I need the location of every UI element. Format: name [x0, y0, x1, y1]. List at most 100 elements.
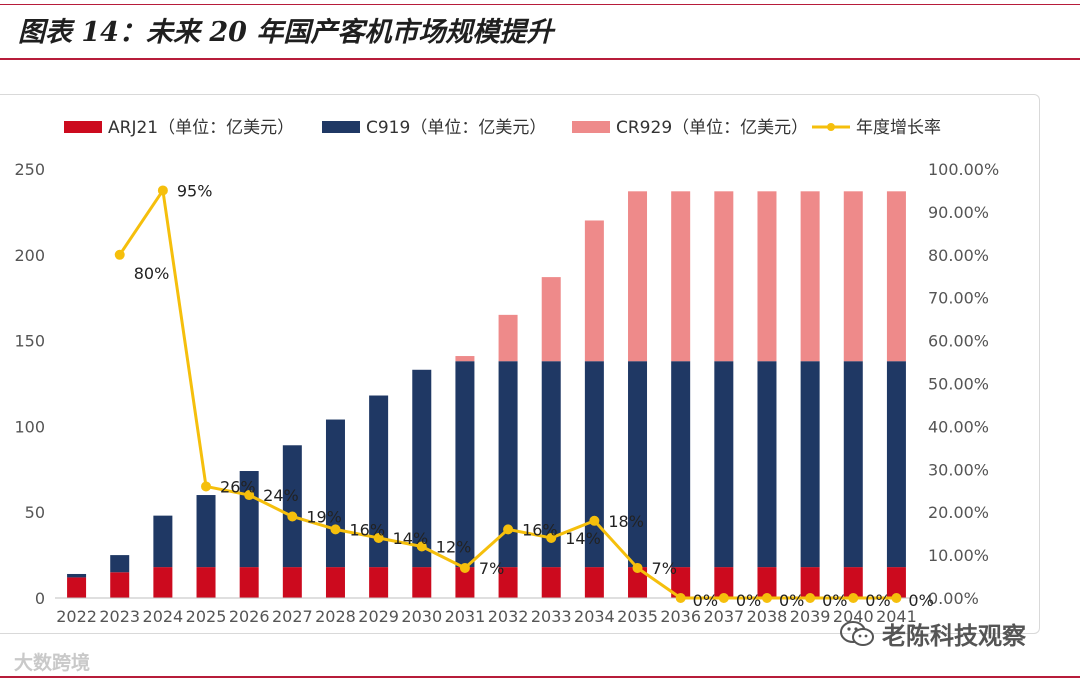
y-right-tick-label: 100.00% [928, 160, 999, 179]
bar-c919 [757, 361, 777, 568]
growth-point [244, 490, 255, 501]
bar-c919 [369, 395, 389, 568]
bar-c919 [67, 573, 87, 578]
y-left-tick-label: 0 [35, 589, 45, 608]
bar-arj21 [886, 567, 906, 598]
growth-data-label: 95% [177, 181, 213, 200]
bar-cr929 [714, 191, 734, 362]
growth-point [287, 511, 298, 522]
bar-cr929 [800, 191, 820, 362]
bar-arj21 [800, 567, 820, 598]
bar-cr929 [757, 191, 777, 362]
x-tick-label: 2030 [401, 607, 442, 626]
growth-data-label: 14% [565, 529, 601, 548]
growth-point [675, 593, 686, 603]
legend-swatch-0 [64, 121, 102, 133]
bar-arj21 [412, 567, 432, 598]
growth-data-label: 7% [479, 559, 504, 578]
bar-cr929 [628, 191, 648, 362]
bar-arj21 [757, 567, 777, 598]
bar-cr929 [584, 220, 604, 362]
growth-point [718, 593, 729, 603]
bar-arj21 [671, 567, 691, 598]
y-right-tick-label: 20.00% [928, 503, 989, 522]
bar-c919 [282, 445, 302, 568]
growth-point [632, 562, 643, 573]
legend-label-2: CR929（单位：亿美元） [616, 118, 808, 138]
bar-c919 [455, 361, 475, 568]
growth-data-label: 16% [522, 520, 558, 539]
y-left-tick-label: 250 [14, 160, 45, 179]
x-tick-label: 2034 [574, 607, 615, 626]
bar-c919 [196, 495, 216, 568]
x-tick-label: 2029 [358, 607, 399, 626]
growth-data-label: 16% [349, 520, 385, 539]
y-right-tick-label: 60.00% [928, 332, 989, 351]
x-tick-label: 2025 [186, 607, 227, 626]
x-tick-label: 2024 [143, 607, 184, 626]
legend-swatch-2 [572, 121, 610, 133]
bar-c919 [498, 361, 518, 568]
x-tick-label: 2026 [229, 607, 270, 626]
top-rule [0, 4, 1080, 5]
y-left-tick-label: 100 [14, 417, 45, 436]
y-right-tick-label: 10.00% [928, 546, 989, 565]
legend-label-0: ARJ21（单位：亿美元） [108, 118, 294, 138]
bar-arj21 [584, 567, 604, 598]
growth-data-label: 0% [822, 591, 847, 610]
growth-point [416, 541, 427, 552]
growth-point [761, 593, 772, 603]
bar-arj21 [325, 567, 345, 598]
x-tick-label: 2039 [790, 607, 831, 626]
growth-point [201, 481, 212, 492]
bar-c919 [153, 515, 173, 568]
growth-point [848, 593, 859, 603]
watermark-left: 大数跨境 [14, 652, 91, 674]
growth-data-label: 14% [393, 529, 429, 548]
growth-data-label: 0% [865, 591, 890, 610]
growth-data-label: 0% [779, 591, 804, 610]
y-right-tick-label: 50.00% [928, 375, 989, 394]
growth-point [459, 562, 470, 573]
growth-point [157, 185, 168, 196]
bar-c919 [886, 361, 906, 568]
bar-cr929 [541, 277, 561, 362]
x-tick-label: 2022 [56, 607, 97, 626]
watermark-right: 老陈科技观察 [840, 616, 1026, 651]
x-tick-label: 2040 [833, 607, 874, 626]
growth-data-label: 0% [908, 591, 933, 610]
growth-data-label: 12% [436, 538, 472, 557]
legend-swatch-1 [322, 121, 360, 133]
bar-c919 [714, 361, 734, 568]
x-tick-label: 2028 [315, 607, 356, 626]
bar-c919 [541, 361, 561, 568]
bar-cr929 [455, 356, 475, 362]
title-rule [0, 58, 1080, 60]
bar-cr929 [843, 191, 863, 362]
growth-point [373, 532, 384, 543]
chart-frame: ARJ21（单位：亿美元） C919（单位：亿美元） CR929（单位：亿美元） 年度… [0, 94, 1040, 634]
watermark-right-text: 老陈科技观察 [882, 622, 1026, 650]
bar-c919 [110, 555, 130, 573]
bar-c919 [628, 361, 648, 568]
bar-cr929 [886, 191, 906, 362]
y-right-tick-label: 40.00% [928, 417, 989, 436]
x-tick-label: 2036 [660, 607, 701, 626]
bar-c919 [800, 361, 820, 568]
bar-arj21 [843, 567, 863, 598]
bottom-rule [0, 676, 1080, 678]
y-left-tick-label: 150 [14, 332, 45, 351]
x-tick-label: 2023 [99, 607, 140, 626]
bar-arj21 [541, 567, 561, 598]
y-right-tick-label: 0.00% [928, 589, 979, 608]
bar-arj21 [153, 567, 173, 598]
x-tick-label: 2037 [703, 607, 744, 626]
x-tick-label: 2038 [747, 607, 788, 626]
bar-c919 [843, 361, 863, 568]
y-right-tick-label: 30.00% [928, 460, 989, 479]
x-tick-label: 2033 [531, 607, 572, 626]
growth-data-label: 18% [608, 512, 644, 531]
growth-data-label: 0% [736, 591, 761, 610]
y-right-tick-label: 80.00% [928, 246, 989, 265]
x-tick-label: 2032 [488, 607, 529, 626]
